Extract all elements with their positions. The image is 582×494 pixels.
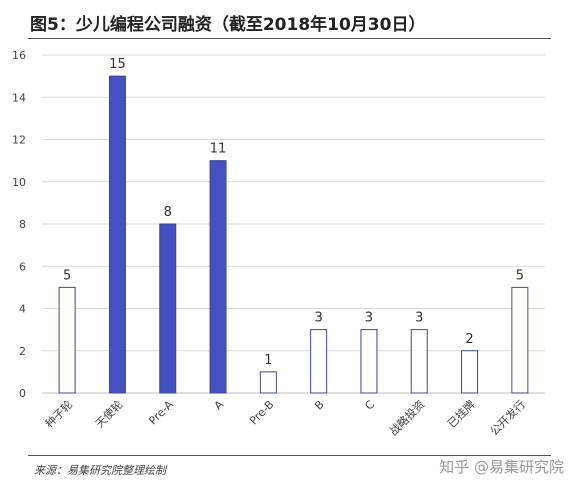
bar <box>159 223 177 394</box>
y-tick-label: 10 <box>12 176 26 189</box>
y-tick-label: 6 <box>19 260 26 273</box>
y-tick-label: 8 <box>19 218 26 231</box>
category-label: 战略投资 <box>386 397 427 438</box>
y-tick-label: 2 <box>19 345 26 358</box>
data-label: 2 <box>465 332 473 347</box>
data-label: 5 <box>516 268 524 283</box>
data-label: 15 <box>109 57 126 72</box>
data-label: 8 <box>164 205 172 220</box>
y-tick-label: 4 <box>19 303 26 316</box>
bar <box>209 160 227 394</box>
page-title: 图5：少儿编程公司融资（截至2018年10月30日） <box>30 15 426 35</box>
y-tick-label: 14 <box>12 91 26 104</box>
data-label: 3 <box>415 311 423 326</box>
y-tick-label: 0 <box>19 387 26 400</box>
bar <box>310 329 328 394</box>
bar <box>108 75 126 394</box>
category-label: 种子轮 <box>42 397 75 430</box>
category-label: 天使轮 <box>92 397 125 430</box>
data-label: 3 <box>315 311 323 326</box>
footer-divider <box>28 455 551 456</box>
source-note: 来源：易集研究院整理绘制 <box>34 464 166 477</box>
title-divider <box>28 38 551 39</box>
bar <box>58 286 76 394</box>
bar <box>259 371 277 394</box>
category-label: 已挂牌 <box>444 397 477 430</box>
category-label: Pre-A <box>146 398 176 428</box>
bar <box>410 329 428 394</box>
data-label: 5 <box>63 268 71 283</box>
category-label: 公开发行 <box>487 397 528 438</box>
category-label: B <box>312 398 327 413</box>
bar <box>360 329 378 394</box>
bar <box>461 350 479 394</box>
watermark: 知乎 @易集研究院 <box>439 458 564 476</box>
data-label: 1 <box>264 353 272 368</box>
category-label: Pre-B <box>247 398 276 427</box>
category-label: A <box>212 398 227 413</box>
data-label: 3 <box>365 311 373 326</box>
y-tick-label: 12 <box>12 134 26 147</box>
bar <box>511 286 529 394</box>
data-label: 11 <box>210 142 227 157</box>
y-tick-label: 16 <box>12 49 26 62</box>
category-label: C <box>362 398 377 413</box>
